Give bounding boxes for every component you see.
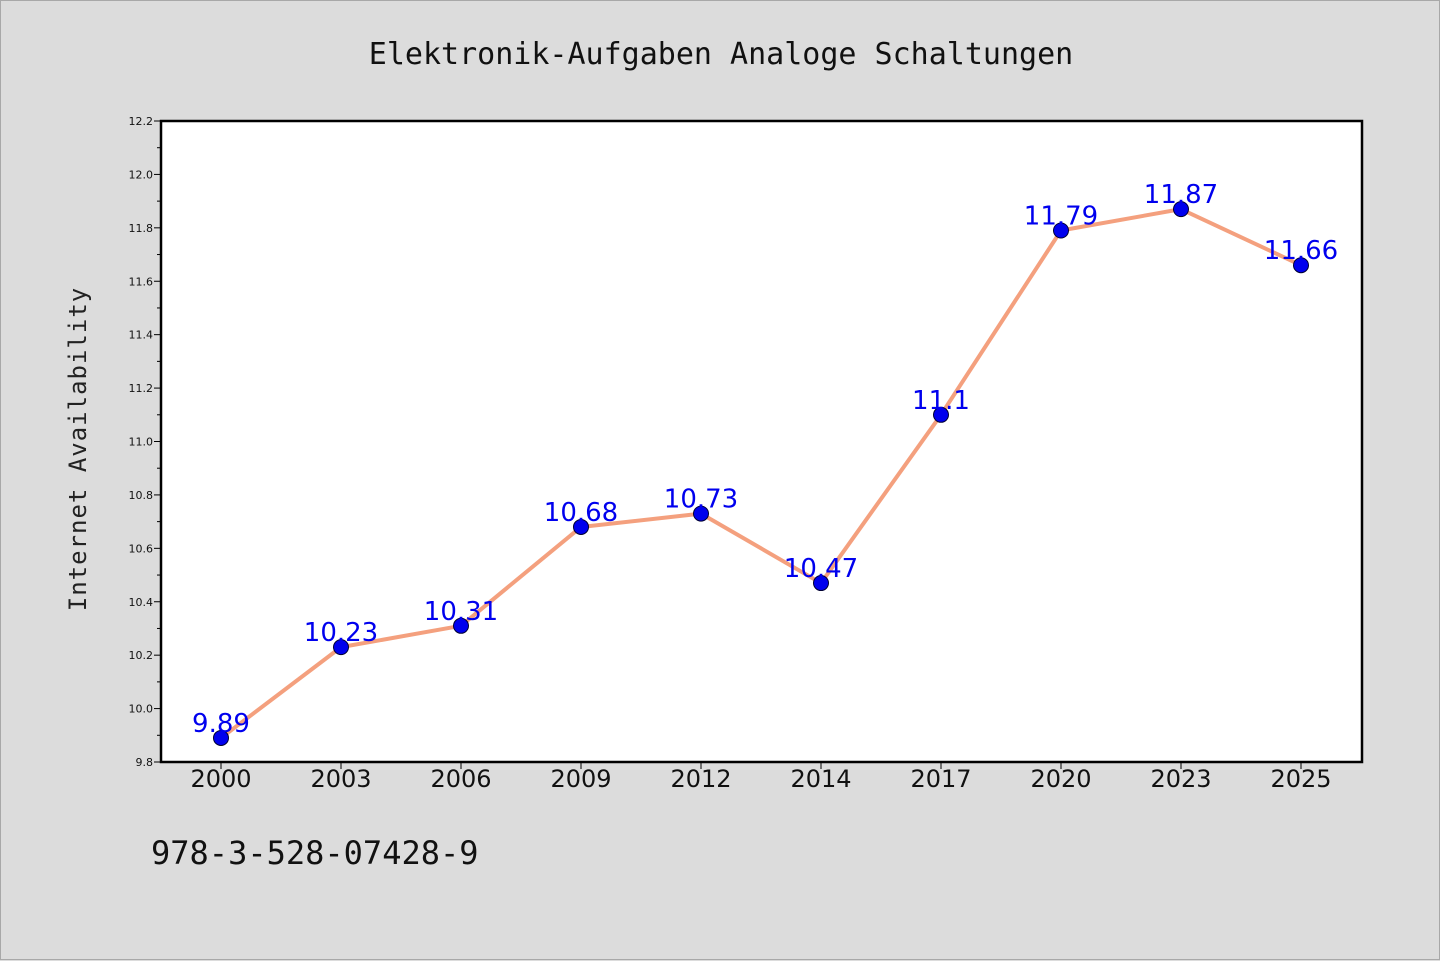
data-point bbox=[1053, 222, 1069, 239]
y-tick-label: 10.0 bbox=[129, 703, 154, 716]
series-line-segment bbox=[699, 511, 823, 586]
plot-area bbox=[161, 121, 1362, 762]
y-axis-label: Internet Availability bbox=[64, 287, 92, 611]
y-tick-label: 11.6 bbox=[129, 275, 154, 288]
data-label: 11.87 bbox=[1144, 180, 1218, 210]
y-tick-label: 9.8 bbox=[136, 756, 154, 769]
y-tick-label: 10.8 bbox=[129, 489, 154, 502]
chart-title: Elektronik-Aufgaben Analoge Schaltungen bbox=[369, 37, 1073, 72]
series-line-segment bbox=[579, 511, 703, 529]
x-tick-label: 2006 bbox=[430, 765, 491, 793]
data-label: 11.79 bbox=[1024, 202, 1098, 232]
data-point bbox=[1173, 201, 1189, 218]
x-tick-label: 2023 bbox=[1150, 765, 1211, 793]
data-label: 10.23 bbox=[304, 618, 378, 648]
y-tick-label: 10.6 bbox=[129, 542, 154, 555]
x-tick-label: 2014 bbox=[790, 765, 851, 793]
data-label: 10.47 bbox=[784, 554, 858, 584]
x-tick-label: 2017 bbox=[910, 765, 971, 793]
series-line-segment bbox=[1179, 207, 1303, 268]
data-point bbox=[813, 575, 829, 592]
series-line-segment bbox=[1059, 207, 1183, 233]
isbn-text: 978-3-528-07428-9 bbox=[151, 834, 479, 872]
y-tick-label: 11.4 bbox=[129, 329, 154, 342]
x-tick-label: 2000 bbox=[190, 765, 251, 793]
y-tick-label: 10.2 bbox=[129, 649, 154, 662]
data-label: 11.1 bbox=[912, 386, 970, 416]
series-line-segment bbox=[219, 645, 343, 740]
x-tick-label: 2020 bbox=[1030, 765, 1091, 793]
data-label: 10.31 bbox=[424, 597, 498, 627]
data-label: 10.68 bbox=[544, 498, 618, 528]
data-point bbox=[1293, 257, 1309, 274]
data-point bbox=[933, 406, 949, 423]
y-tick-label: 12.0 bbox=[129, 168, 154, 181]
data-label: 9.89 bbox=[192, 709, 250, 739]
data-point bbox=[453, 617, 469, 634]
series-line-segment bbox=[339, 623, 463, 650]
y-tick-label: 11.8 bbox=[129, 222, 154, 235]
y-tick-label: 11.0 bbox=[129, 436, 154, 449]
series-line-segment bbox=[459, 524, 583, 628]
y-tick-label: 11.2 bbox=[129, 382, 154, 395]
data-point bbox=[333, 639, 349, 656]
series-line-segment bbox=[819, 412, 943, 586]
plot-frame bbox=[159, 119, 1364, 764]
x-tick-label: 2025 bbox=[1270, 765, 1331, 793]
x-tick-label: 2012 bbox=[670, 765, 731, 793]
data-point bbox=[573, 518, 589, 535]
y-tick-label: 12.2 bbox=[129, 115, 154, 128]
data-label: 10.73 bbox=[664, 485, 738, 515]
data-point bbox=[213, 729, 229, 746]
data-label: 11.66 bbox=[1264, 236, 1338, 266]
y-tick-label: 10.4 bbox=[129, 596, 154, 609]
series-line-segment bbox=[939, 228, 1063, 417]
x-tick-label: 2003 bbox=[310, 765, 371, 793]
x-tick-label: 2009 bbox=[550, 765, 611, 793]
data-point bbox=[693, 505, 709, 522]
